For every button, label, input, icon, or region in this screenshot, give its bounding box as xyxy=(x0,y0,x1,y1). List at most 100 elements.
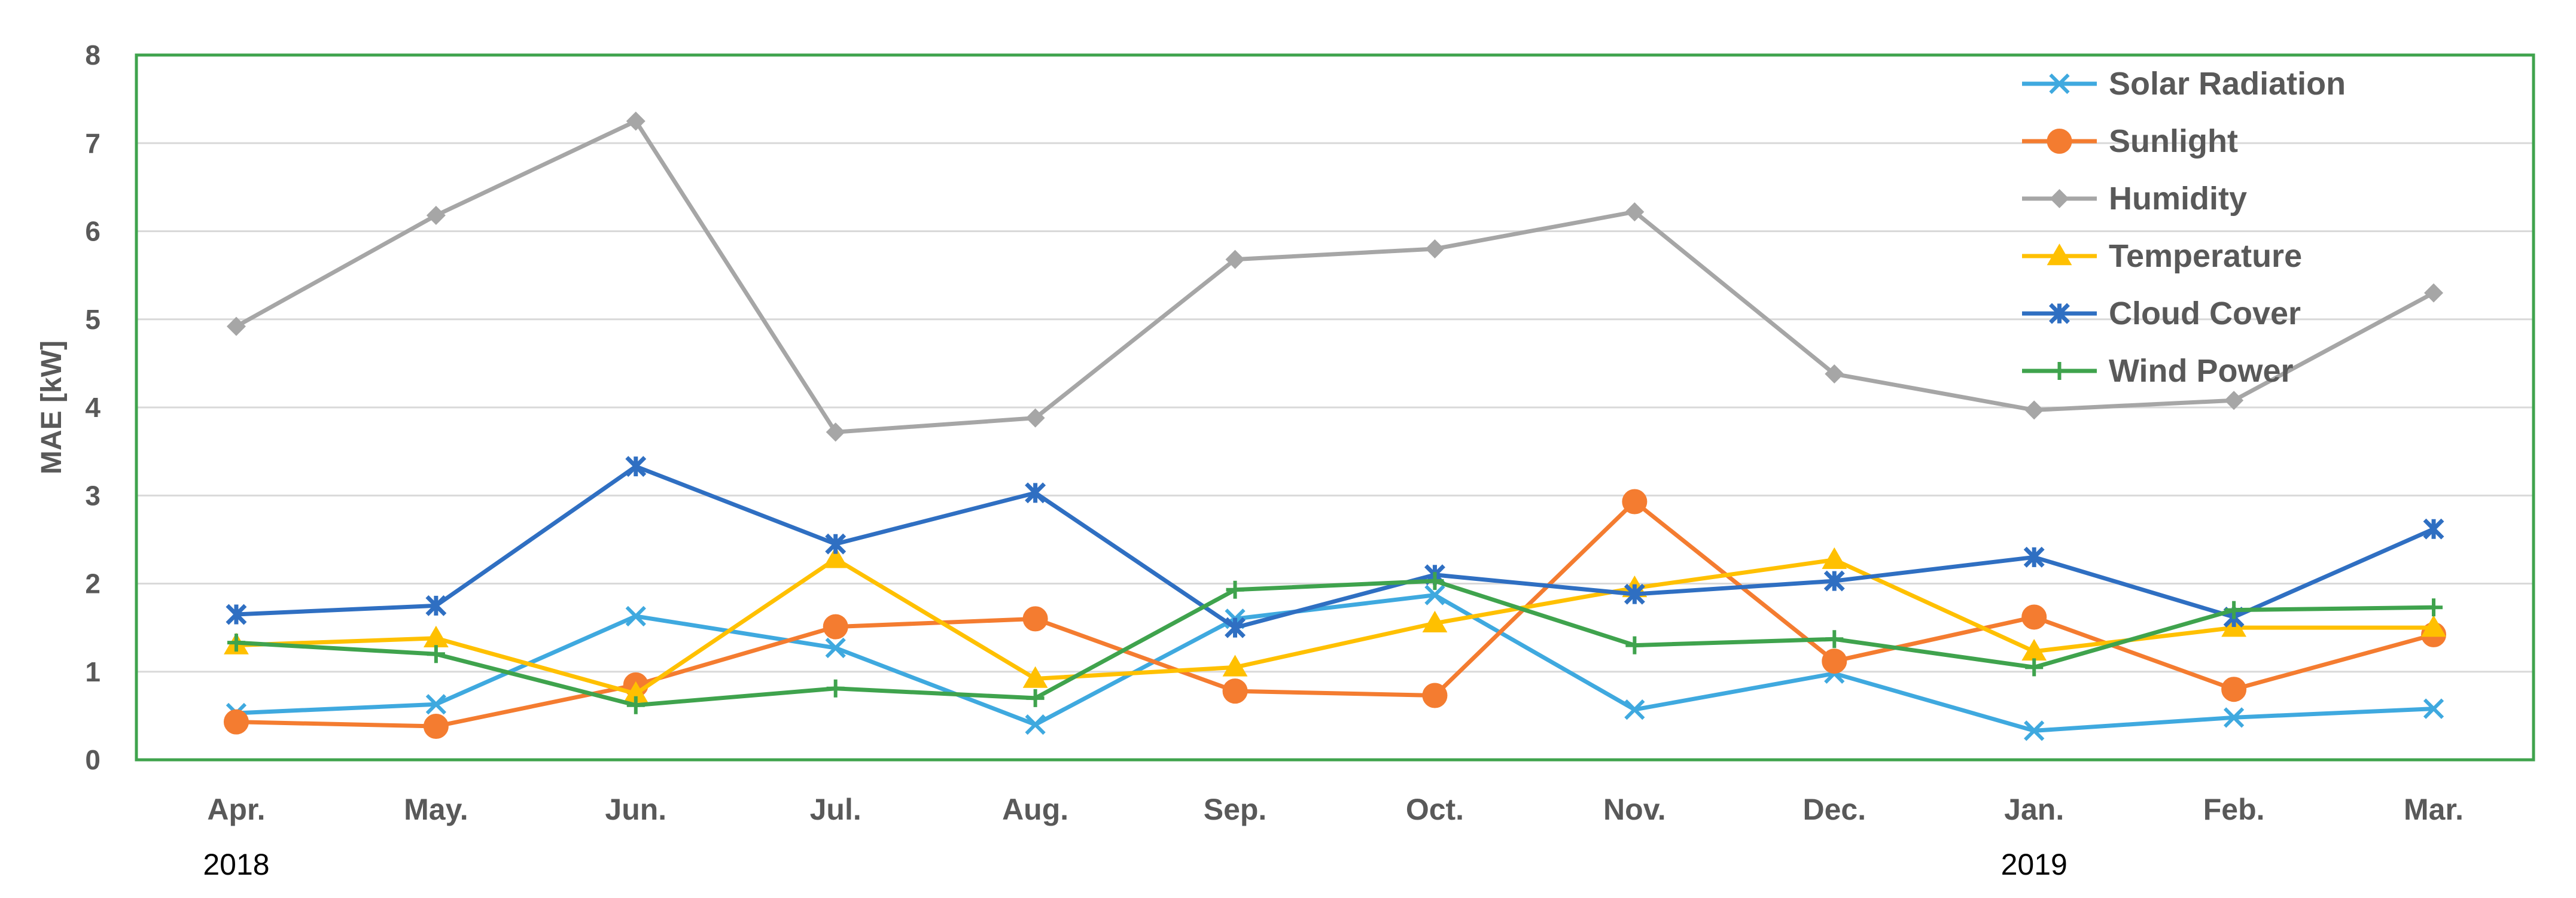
data-point xyxy=(2021,604,2047,630)
year-label: 2019 xyxy=(2001,848,2068,881)
data-point xyxy=(1624,699,1645,720)
year-label: 2018 xyxy=(203,848,269,881)
data-point xyxy=(1025,482,1046,504)
data-point xyxy=(2423,518,2444,540)
series-sunlight xyxy=(223,489,2447,739)
legend-label: Solar Radiation xyxy=(2109,66,2346,102)
data-point xyxy=(1225,617,1246,638)
data-point xyxy=(2047,129,2072,154)
legend: Solar Radiation Sunlight Humidity Temperatu… xyxy=(2022,66,2346,389)
data-point xyxy=(1825,630,1844,649)
data-point xyxy=(2224,391,2244,410)
data-point xyxy=(626,696,645,714)
data-point xyxy=(2423,698,2444,719)
x-tick-label: Aug. xyxy=(1002,793,1068,826)
data-point xyxy=(1022,666,1048,688)
series-wind-power xyxy=(227,572,2443,714)
data-point xyxy=(626,111,645,131)
data-point xyxy=(1222,655,1248,677)
series-line xyxy=(235,118,2435,434)
x-tick-label: Apr. xyxy=(207,793,265,826)
legend-entry: Wind Power xyxy=(2022,353,2294,389)
data-point xyxy=(2023,546,2045,568)
data-point xyxy=(226,604,247,625)
y-tick-label: 1 xyxy=(85,656,101,687)
plot-area-border xyxy=(135,53,2535,762)
data-point xyxy=(1222,678,1248,704)
data-point xyxy=(1425,239,1445,258)
data-point xyxy=(423,714,449,739)
series-humidity xyxy=(226,111,2444,442)
data-point xyxy=(823,546,848,568)
series-line xyxy=(236,556,2434,696)
y-tick-label: 3 xyxy=(85,480,101,511)
x-tick-label: Sep. xyxy=(1204,793,1267,826)
legend-label: Sunlight xyxy=(2109,123,2238,159)
gridlines xyxy=(136,142,2534,673)
y-axis-ticks: 0 1 2 3 4 5 6 7 8 xyxy=(85,39,101,775)
x-tick-label: Dec. xyxy=(1802,793,1866,826)
x-tick-label: Feb. xyxy=(2203,793,2265,826)
data-point xyxy=(2024,720,2045,741)
series-lines xyxy=(223,111,2447,741)
data-point xyxy=(2021,638,2047,661)
data-point xyxy=(1426,572,1444,590)
data-point xyxy=(1422,610,1448,632)
data-point xyxy=(1026,689,1045,707)
data-point xyxy=(2424,283,2444,303)
data-point xyxy=(1822,547,1847,569)
data-point xyxy=(427,645,445,663)
data-point xyxy=(826,422,845,442)
series-line xyxy=(236,593,2434,733)
data-point xyxy=(2024,400,2044,420)
data-point xyxy=(625,456,647,477)
data-point xyxy=(425,694,446,715)
data-point xyxy=(1823,570,1845,592)
y-tick-label: 4 xyxy=(85,392,101,423)
data-point xyxy=(2224,707,2245,728)
data-point xyxy=(425,595,447,616)
data-point xyxy=(426,205,446,225)
data-point xyxy=(625,605,646,627)
y-tick-label: 2 xyxy=(85,568,101,599)
data-point xyxy=(1625,202,1645,222)
x-axis-ticks: Apr. May. Jun. Jul. Aug. Sep. Oct. Nov. Dec. Jan.… xyxy=(203,793,2464,881)
data-point xyxy=(2047,243,2072,266)
data-point xyxy=(623,681,648,703)
data-point xyxy=(1022,606,1048,632)
y-tick-label: 5 xyxy=(85,304,101,335)
data-point xyxy=(1226,580,1244,599)
x-tick-label: Jan. xyxy=(2004,793,2064,826)
data-point xyxy=(823,614,848,640)
x-tick-label: Mar. xyxy=(2404,793,2464,826)
data-point xyxy=(1825,364,1844,384)
data-point xyxy=(423,625,449,647)
y-axis-title: MAE [kW] xyxy=(36,340,68,474)
data-point xyxy=(1822,649,1847,674)
y-tick-label: 0 xyxy=(85,744,101,775)
series-solar-radiation xyxy=(226,585,2444,741)
data-point xyxy=(1025,408,1045,428)
series-temperature xyxy=(224,546,2446,703)
legend-entry: Temperature xyxy=(2022,238,2302,274)
data-point xyxy=(1225,249,1245,269)
legend-label: Humidity xyxy=(2109,181,2247,217)
y-tick-label: 6 xyxy=(85,216,101,247)
data-point xyxy=(2049,73,2070,95)
series-cloud-cover xyxy=(226,456,2444,638)
data-point xyxy=(2221,677,2247,702)
data-point xyxy=(1422,683,1448,708)
data-point xyxy=(1622,489,1648,515)
y-tick-label: 8 xyxy=(85,39,101,71)
legend-entry: Humidity xyxy=(2022,181,2247,217)
data-point xyxy=(825,533,847,555)
data-point xyxy=(1624,583,1645,605)
legend-entry: Sunlight xyxy=(2022,123,2238,159)
legend-label: Cloud Cover xyxy=(2109,296,2301,331)
data-point xyxy=(2421,615,2446,637)
x-tick-label: Jun. xyxy=(605,793,666,826)
data-point xyxy=(2050,362,2069,380)
series-line xyxy=(236,464,2435,630)
data-point xyxy=(226,316,246,336)
